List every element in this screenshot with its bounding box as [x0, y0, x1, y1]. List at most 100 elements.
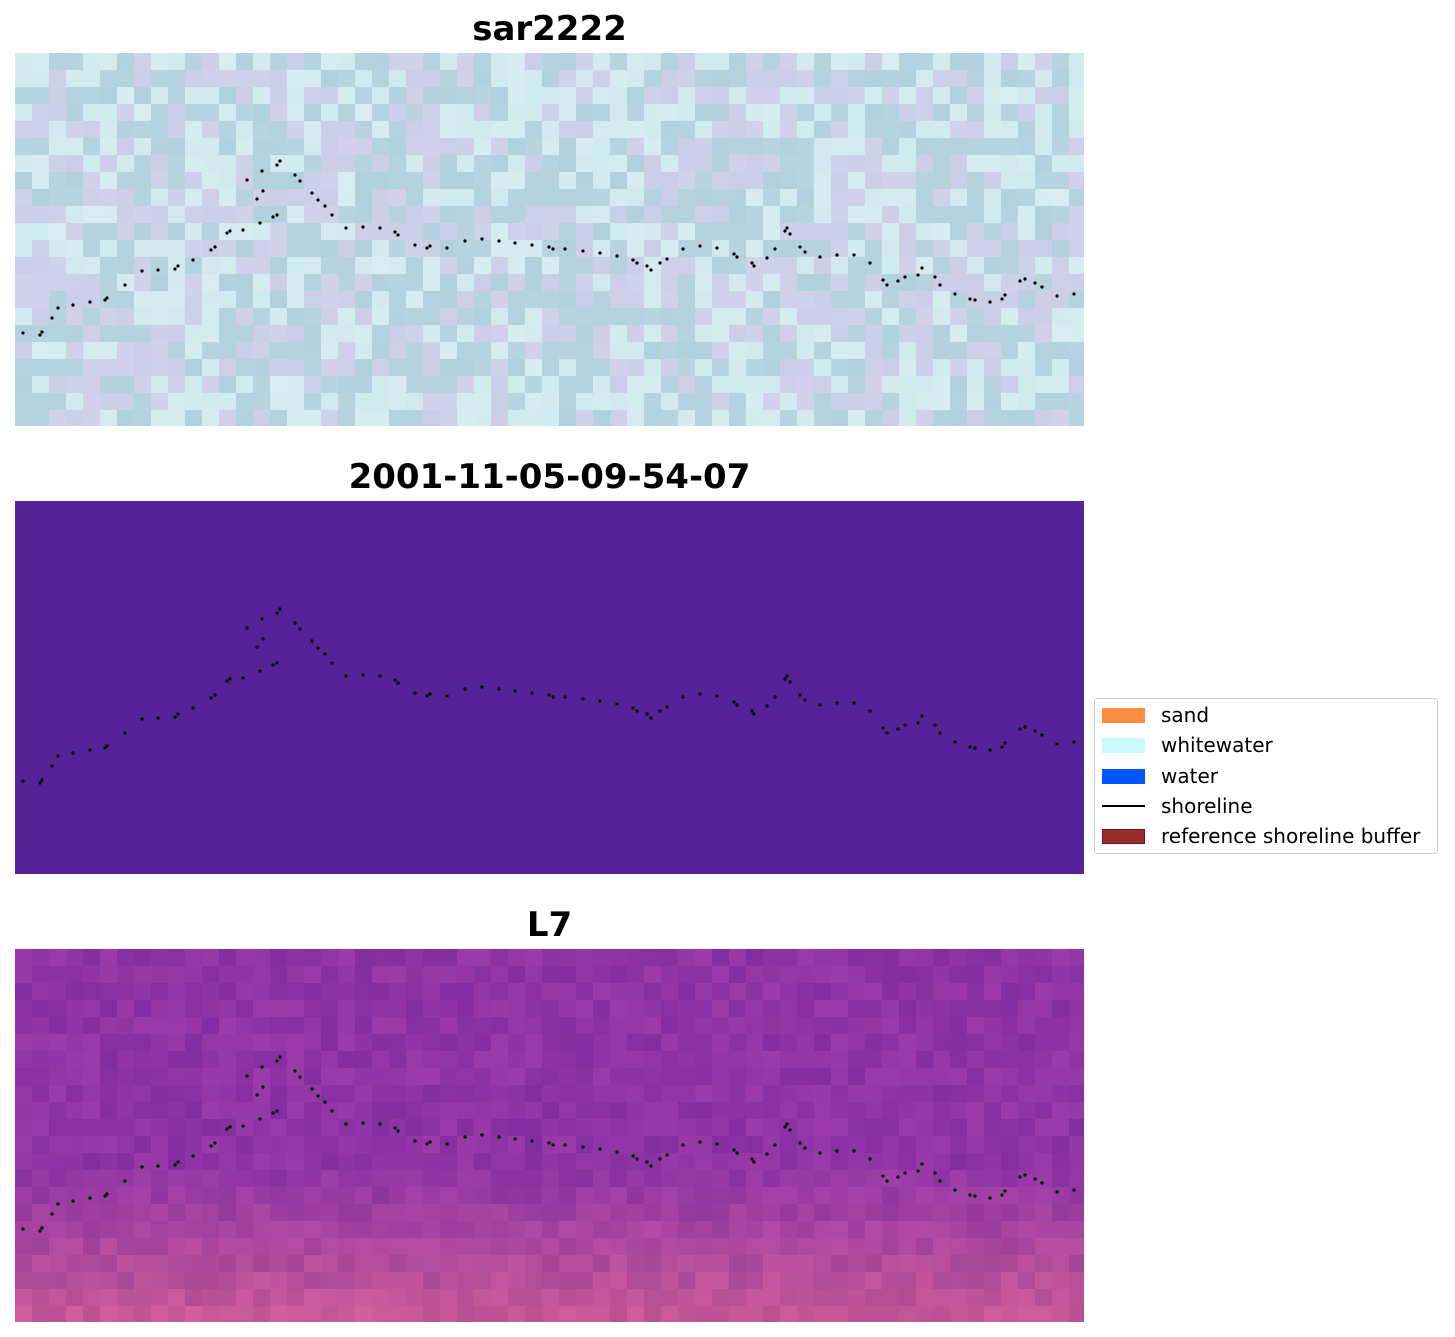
shoreline-point — [1003, 293, 1007, 297]
shoreline-point — [649, 268, 653, 272]
shoreline-point — [732, 252, 736, 256]
shoreline-point — [330, 213, 334, 217]
legend-label: sand — [1161, 703, 1210, 727]
shoreline-point — [293, 173, 297, 177]
shoreline-point — [920, 266, 924, 270]
shoreline-point — [140, 1165, 144, 1169]
shoreline-point — [378, 674, 382, 678]
legend-item-whitewater: whitewater — [1102, 733, 1273, 757]
shoreline-point — [735, 255, 739, 259]
shoreline-point — [785, 674, 789, 678]
shoreline-point — [885, 1179, 889, 1183]
shoreline-point — [658, 261, 662, 265]
shoreline-point — [1040, 733, 1044, 737]
shoreline-point — [681, 695, 685, 699]
shoreline-point — [773, 247, 777, 251]
shoreline-point — [275, 611, 279, 615]
shoreline-point — [344, 226, 348, 230]
shoreline-point — [953, 292, 957, 296]
shoreline-point — [40, 778, 44, 782]
legend-label: whitewater — [1161, 733, 1273, 757]
shoreline-point — [803, 1146, 807, 1150]
whitewater-swatch — [1102, 737, 1145, 753]
shoreline-point — [310, 191, 314, 195]
shoreline-point — [378, 1122, 382, 1126]
shoreline-point — [750, 709, 754, 713]
shoreline-point — [798, 693, 802, 697]
shoreline-point — [396, 1129, 400, 1133]
shoreline-point — [463, 239, 467, 243]
shoreline-point — [413, 691, 417, 695]
legend-label: shoreline — [1161, 794, 1253, 818]
shoreline-point — [750, 1157, 754, 1161]
shoreline-point — [344, 674, 348, 678]
shoreline-point — [50, 1212, 54, 1216]
l7-image — [15, 949, 1084, 1322]
shoreline-point — [635, 709, 639, 713]
shoreline-point — [271, 1111, 275, 1115]
shoreline-point — [1033, 281, 1037, 285]
shoreline-point — [316, 646, 320, 650]
shoreline-point — [393, 230, 397, 234]
shoreline-point — [191, 706, 195, 710]
shoreline-point — [916, 721, 920, 725]
shoreline-point — [631, 258, 635, 262]
shoreline-point — [255, 197, 259, 201]
shoreline-point — [445, 694, 449, 698]
shoreline-point — [698, 692, 702, 696]
shoreline-point — [428, 1140, 432, 1144]
shoreline-point — [323, 204, 327, 208]
shoreline-point — [21, 1227, 25, 1231]
shoreline-point — [885, 283, 889, 287]
shoreline-point — [513, 1137, 517, 1141]
shoreline-point — [732, 1148, 736, 1152]
shoreline-point — [896, 279, 900, 283]
shoreline-point — [547, 693, 551, 697]
shoreline-point — [255, 645, 259, 649]
shoreline-point — [835, 253, 839, 257]
shoreline-point — [551, 247, 555, 251]
shoreline-point — [547, 1141, 551, 1145]
shoreline-point — [530, 1139, 534, 1143]
shoreline-point — [88, 300, 92, 304]
shoreline-point — [413, 243, 417, 247]
shoreline-point — [530, 691, 534, 695]
shoreline-point — [750, 261, 754, 265]
shoreline-point — [773, 695, 777, 699]
shoreline-point — [973, 1194, 977, 1198]
shoreline-point — [903, 1171, 907, 1175]
shoreline-point — [615, 254, 619, 258]
shoreline-point — [798, 1141, 802, 1145]
shoreline-point — [241, 676, 245, 680]
shoreline-point — [123, 1179, 127, 1183]
shoreline-point — [598, 251, 602, 255]
shoreline-point — [445, 1142, 449, 1146]
shoreline-point — [783, 229, 787, 233]
legend-item-reference-buffer: reference shoreline buffer — [1102, 824, 1420, 848]
shoreline-point — [105, 744, 109, 748]
shoreline-point — [260, 1065, 264, 1069]
shoreline-point — [645, 712, 649, 716]
water-swatch — [1102, 768, 1145, 784]
shoreline-point — [988, 1196, 992, 1200]
shoreline-point — [21, 779, 25, 783]
shoreline-point — [330, 1109, 334, 1113]
shoreline-point — [1033, 1177, 1037, 1181]
shoreline-point — [310, 1087, 314, 1091]
shoreline-point — [278, 1055, 282, 1059]
legend-item-shoreline: shoreline — [1102, 794, 1253, 818]
shoreline-point — [635, 261, 639, 265]
shoreline-point — [316, 1094, 320, 1098]
shoreline-point — [245, 1074, 249, 1078]
shoreline-point — [765, 1152, 769, 1156]
shoreline-point — [21, 331, 25, 335]
shoreline-point — [480, 685, 484, 689]
sar-image-panel — [15, 53, 1084, 426]
shoreline-point — [581, 1145, 585, 1149]
shoreline-point — [953, 1188, 957, 1192]
shoreline-point — [293, 621, 297, 625]
shoreline-point — [275, 1109, 279, 1113]
shoreline-point — [1040, 1181, 1044, 1185]
shoreline-point — [818, 1151, 822, 1155]
shoreline-point — [71, 1199, 75, 1203]
